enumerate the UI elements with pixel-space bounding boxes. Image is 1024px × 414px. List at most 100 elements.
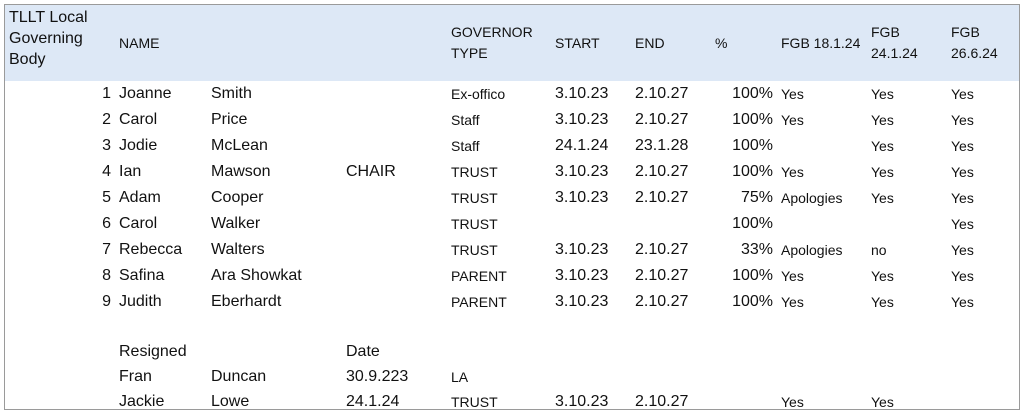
- fgb-3-cell: Yes: [951, 242, 974, 258]
- fgb-1-cell: Yes: [781, 112, 804, 128]
- fgb-3-cell: [947, 339, 1019, 364]
- fgb-2-cell: Yes: [871, 86, 894, 102]
- role-cell: [342, 289, 447, 315]
- number-cell: 4: [102, 163, 111, 180]
- role-cell: [342, 81, 447, 107]
- governor-type-cell: TRUST: [451, 190, 498, 206]
- role-cell: [342, 5, 447, 81]
- number-cell: [5, 364, 115, 389]
- start-cell: 3.10.23: [555, 293, 609, 310]
- surname-cell: Ara Showkat: [211, 267, 302, 284]
- start-cell: [551, 339, 631, 364]
- resigned-row: Jackie Lowe 24.1.24 TRUST 3.10.23 2.10.27 Yes Y…: [5, 389, 1019, 410]
- governor-type-cell: Staff: [451, 138, 480, 154]
- first-name-cell: Joanne: [119, 85, 172, 102]
- fgb-3-cell: FGB 26.6.24: [947, 5, 1019, 81]
- governor-row: 4 Ian Mawson CHAIR TRUST 3.10.23 2.10.27 100% Ye…: [5, 159, 1019, 185]
- fgb-3-cell: Yes: [951, 190, 974, 206]
- fgb-3-cell: Yes: [951, 112, 974, 128]
- surname-cell: [207, 5, 342, 81]
- start-cell: [551, 364, 631, 389]
- first-name-cell: Adam: [119, 189, 161, 206]
- fgb-1-cell: Yes: [781, 86, 804, 102]
- start-cell: 3.10.23: [555, 241, 609, 258]
- fgb-2-cell: Yes: [871, 190, 894, 206]
- start-cell: 3.10.23: [555, 85, 609, 102]
- percent-cell: 100%: [732, 293, 773, 310]
- number-cell: TLLT Local Governing Body: [5, 5, 115, 81]
- fgb-1-cell: Yes: [781, 268, 804, 284]
- end-cell: 2.10.27: [635, 392, 689, 410]
- percent-cell: 100%: [732, 163, 773, 180]
- governor-type-cell: GOVERNOR TYPE: [447, 5, 551, 81]
- role-cell: [342, 185, 447, 211]
- number-cell: 3: [102, 137, 111, 154]
- fgb-3-cell: Yes: [951, 216, 974, 232]
- end-cell: [631, 339, 711, 364]
- fgb-3-cell: Yes: [951, 294, 974, 310]
- fgb-1-cell: [777, 339, 867, 364]
- governor-row: 1 Joanne Smith Ex-offico 3.10.23 2.10.27 100% Y…: [5, 81, 1019, 107]
- governor-type-cell: [447, 339, 551, 364]
- fgb-2-cell: no: [871, 242, 887, 258]
- surname-cell: Mawson: [211, 163, 271, 180]
- fgb-2-cell: FGB 24.1.24: [867, 5, 947, 81]
- percent-cell: 33%: [740, 241, 773, 258]
- end-cell: 23.1.28: [635, 137, 689, 154]
- percent-cell: [711, 389, 777, 409]
- number-cell: [5, 389, 115, 409]
- percent-cell: 100%: [732, 137, 773, 154]
- governor-row: 7 Rebecca Walters TRUST 3.10.23 2.10.27 33% Apo…: [5, 237, 1019, 263]
- fgb-3-cell: [947, 364, 1019, 389]
- governor-row: 2 Carol Price Staff 3.10.23 2.10.27 100% Yes Yes…: [5, 107, 1019, 133]
- start-cell: 3.10.23: [555, 111, 609, 128]
- spacer-cell: [5, 315, 1019, 339]
- start-cell: 3.10.23: [555, 392, 609, 410]
- fgb-2-cell: [867, 211, 947, 237]
- surname-cell: Cooper: [211, 189, 264, 206]
- fgb-2-cell: Yes: [871, 393, 894, 410]
- start-cell: 3.10.23: [555, 163, 609, 180]
- fgb-1-cell: Yes: [781, 164, 804, 180]
- percent-cell: [711, 339, 777, 364]
- surname-cell: Lowe: [211, 392, 250, 410]
- end-cell: 2.10.27: [635, 85, 689, 102]
- percent-cell: 100%: [732, 85, 773, 102]
- end-cell: 2.10.27: [635, 293, 689, 310]
- role-cell: [342, 107, 447, 133]
- governor-row: 9 Judith Eberhardt PARENT 3.10.23 2.10.27 100%…: [5, 289, 1019, 315]
- number-cell: 8: [102, 267, 111, 284]
- role-cell: 30.9.223: [346, 367, 409, 385]
- percent-cell: 100%: [732, 215, 773, 232]
- governor-type-cell: TRUST: [451, 242, 498, 258]
- header-row: TLLT Local Governing Body NAME GOVERNOR TY…: [5, 5, 1019, 81]
- percent-cell: 100%: [732, 267, 773, 284]
- governor-row: 6 Carol Walker TRUST 100% Yes: [5, 211, 1019, 237]
- first-name-cell: NAME: [115, 5, 207, 81]
- percent-cell: %: [711, 5, 777, 81]
- spacer-row: [5, 315, 1019, 339]
- end-cell: END: [631, 5, 711, 81]
- surname-cell: Walker: [211, 215, 261, 232]
- fgb-2-cell: Yes: [871, 112, 894, 128]
- first-name-cell: Jackie: [119, 392, 165, 410]
- number-cell: 2: [102, 111, 111, 128]
- first-name-cell: Ian: [119, 163, 142, 180]
- role-cell: [342, 211, 447, 237]
- governor-type-cell: PARENT: [451, 294, 507, 310]
- fgb-3-cell: Yes: [951, 86, 974, 102]
- fgb-1-cell: Apologies: [781, 242, 843, 258]
- start-cell: 3.10.23: [555, 189, 609, 206]
- end-cell: 2.10.27: [635, 163, 689, 180]
- first-name-cell: Fran: [119, 367, 152, 385]
- surname-cell: [207, 339, 342, 364]
- governors-table: TLLT Local Governing Body NAME GOVERNOR TY…: [5, 5, 1019, 410]
- fgb-1-cell: [777, 211, 867, 237]
- number-cell: 9: [102, 293, 111, 310]
- end-cell: 2.10.27: [635, 189, 689, 206]
- start-cell: 3.10.23: [555, 267, 609, 284]
- fgb-1-cell: Apologies: [781, 190, 843, 206]
- role-cell: Date: [346, 342, 380, 360]
- percent-cell: 75%: [740, 189, 773, 206]
- governor-type-cell: TRUST: [451, 164, 498, 180]
